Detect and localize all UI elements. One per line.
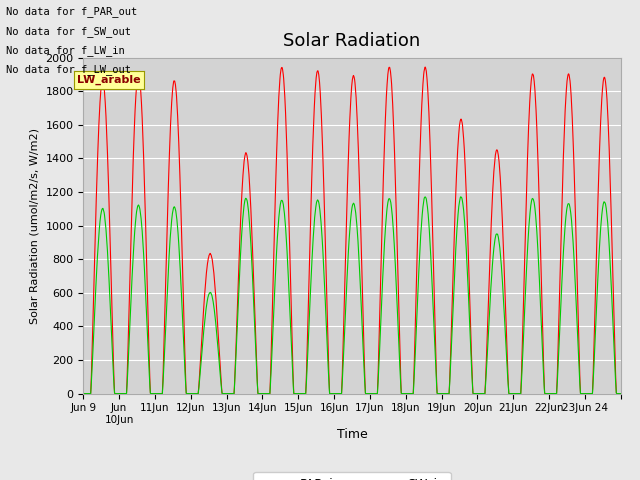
- SW_in: [421, 194, 429, 200]
- PAR_in: [506, 391, 513, 396]
- PAR_in: [259, 391, 267, 396]
- PAR_in: [199, 322, 207, 327]
- SW_in: [553, 385, 561, 391]
- X-axis label: Time: Time: [337, 428, 367, 441]
- PAR_in: [435, 391, 443, 396]
- SW_in: [506, 391, 513, 396]
- Text: No data for f_SW_out: No data for f_SW_out: [6, 25, 131, 36]
- PAR_in: [553, 382, 561, 387]
- Title: Solar Radiation: Solar Radiation: [284, 33, 420, 50]
- Text: LW_arable: LW_arable: [77, 74, 141, 85]
- SW_in: [616, 391, 624, 396]
- PAR_in: [421, 64, 429, 70]
- Line: SW_in: SW_in: [83, 197, 620, 394]
- SW_in: [435, 391, 443, 396]
- Text: No data for f_LW_out: No data for f_LW_out: [6, 64, 131, 75]
- PAR_in: [79, 391, 87, 396]
- Text: No data for f_PAR_out: No data for f_PAR_out: [6, 6, 138, 17]
- Legend: PAR_in, SW_in: PAR_in, SW_in: [253, 472, 451, 480]
- PAR_in: [616, 391, 624, 396]
- Line: PAR_in: PAR_in: [83, 67, 620, 394]
- PAR_in: [186, 391, 193, 396]
- Text: No data for f_LW_in: No data for f_LW_in: [6, 45, 125, 56]
- SW_in: [79, 391, 87, 396]
- SW_in: [186, 391, 193, 396]
- SW_in: [259, 391, 267, 396]
- SW_in: [199, 341, 207, 347]
- Y-axis label: Solar Radiation (umol/m2/s, W/m2): Solar Radiation (umol/m2/s, W/m2): [30, 128, 40, 324]
